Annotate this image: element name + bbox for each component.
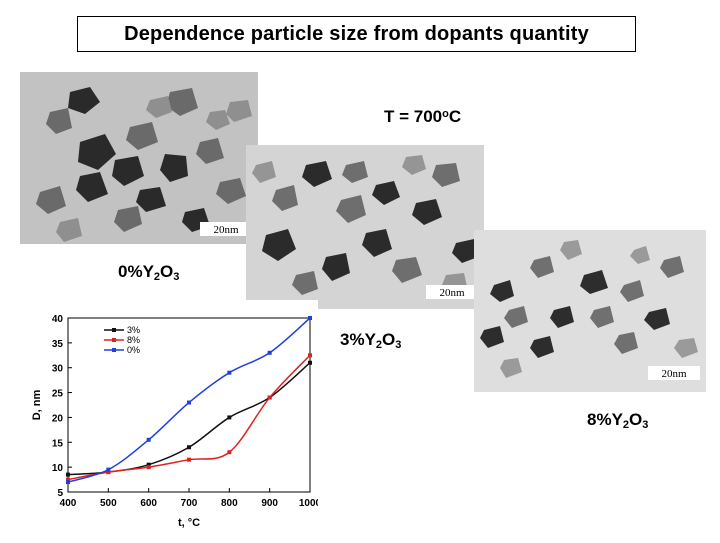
label-3-mid: O: [382, 330, 396, 349]
label-3-text: 3%Y: [340, 330, 376, 349]
data-point-1-5: [267, 395, 272, 400]
temperature-value: T = 700: [384, 107, 443, 126]
temperature-degree: o: [442, 108, 449, 120]
y-tick-label: 20: [52, 413, 64, 424]
tem-image-0-percent: 20nm: [20, 72, 258, 244]
data-point-1-6: [308, 353, 312, 358]
label-0-sub2: 3: [173, 271, 180, 283]
tem-micrograph-2: 20nm: [246, 145, 484, 309]
y-tick-label: 15: [52, 438, 64, 449]
x-axis-label: t, °C: [178, 517, 200, 529]
data-point-2-0: [66, 480, 70, 485]
legend-marker-2: [112, 348, 116, 352]
y-tick-label: 5: [57, 488, 63, 499]
scale-bar-1: 20nm: [213, 224, 239, 236]
scale-bar-3: 20nm: [661, 368, 687, 380]
y-axis-label: D, nm: [31, 390, 43, 421]
temperature-label: T = 700oC: [384, 107, 461, 127]
y-tick-label: 25: [52, 389, 64, 400]
data-point-2-4: [227, 370, 232, 375]
tem-image-3-percent: 20nm: [246, 145, 484, 309]
label-8-sub1: 2: [622, 419, 630, 431]
data-point-2-1: [106, 467, 111, 472]
data-point-0-4: [227, 415, 232, 420]
data-point-0-0: [66, 472, 70, 477]
label-3-percent: 3%Y2O3: [340, 330, 401, 351]
data-point-1-4: [227, 450, 232, 455]
legend-label-0: 3%: [127, 325, 140, 335]
data-point-0-3: [187, 445, 191, 450]
data-point-2-6: [308, 316, 312, 320]
label-8-mid: O: [629, 410, 643, 429]
tem-image-8-percent: 20nm: [474, 230, 706, 392]
y-tick-label: 35: [52, 339, 64, 350]
scale-bar-2: 20nm: [439, 287, 465, 299]
title-box: Dependence particle size from dopants qu…: [77, 16, 636, 52]
label-8-percent: 8%Y2O3: [587, 410, 648, 431]
label-3-sub1: 2: [375, 339, 383, 351]
data-point-1-0: [66, 477, 70, 482]
label-0-text: 0%Y: [118, 262, 154, 281]
legend-marker-1: [112, 338, 116, 342]
legend-label-2: 0%: [127, 345, 140, 355]
x-tick-label: 600: [140, 498, 157, 509]
chart-svg: 5 10 15 20 25 30 35 40 400 500 600 700 800 900 1000 t, …: [28, 300, 322, 538]
label-8-text: 8%Y: [587, 410, 623, 429]
data-point-0-2: [146, 462, 151, 467]
label-3-sub2: 3: [395, 339, 402, 351]
x-tick-label: 1000: [299, 498, 318, 509]
x-tick-label: 700: [181, 498, 198, 509]
size-chart: 5 10 15 20 25 30 35 40 400 500 600 700 800 900 1000 t, …: [28, 300, 322, 538]
y-tick-label: 40: [52, 314, 64, 325]
data-point-2-2: [146, 437, 151, 442]
tem-micrograph-3: 20nm: [474, 230, 706, 392]
page-title: Dependence particle size from dopants qu…: [124, 22, 589, 45]
x-tick-label: 500: [100, 498, 117, 509]
x-tick-label: 900: [261, 498, 278, 509]
tem-micrograph-1: 20nm: [20, 72, 258, 244]
data-point-2-5: [267, 350, 272, 355]
y-tick-label: 10: [52, 463, 64, 474]
data-point-1-2: [146, 465, 151, 470]
data-point-1-1: [106, 470, 111, 475]
y-tick-label: 30: [52, 364, 64, 375]
label-0-sub1: 2: [153, 271, 161, 283]
data-point-2-3: [187, 400, 191, 405]
data-point-1-3: [187, 457, 191, 462]
label-0-mid: O: [160, 262, 174, 281]
label-8-sub2: 3: [642, 419, 649, 431]
temperature-unit: C: [448, 107, 462, 126]
x-tick-label: 400: [60, 498, 77, 509]
data-point-0-6: [308, 360, 312, 365]
legend-label-1: 8%: [127, 335, 140, 345]
x-tick-label: 800: [221, 498, 238, 509]
legend-marker-0: [112, 328, 116, 332]
label-0-percent: 0%Y2O3: [118, 262, 179, 283]
